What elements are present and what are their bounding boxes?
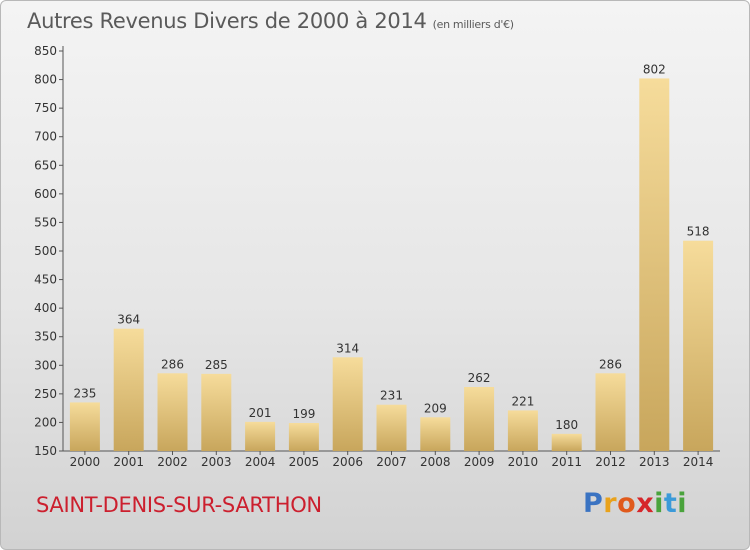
y-tick-label: 300 (34, 358, 57, 372)
bar-2006 (332, 357, 363, 451)
x-tick-label-2008: 2008 (420, 455, 451, 469)
proxiti-logo: Proxiti (583, 488, 688, 519)
bar-2007 (376, 404, 407, 451)
y-axis: 150 200 250 300 350 400 450 500 550 600 650 700 750 8… (34, 44, 64, 458)
x-tick-label-2012: 2012 (595, 455, 626, 469)
y-tick-label: 400 (34, 301, 57, 315)
chart-title-text: Autres Revenus Divers de 2000 à 2014 (27, 9, 427, 33)
data-label-2011: 180 (555, 418, 578, 432)
chart-unit: (en milliers d'€) (432, 18, 514, 31)
x-tick-label-2013: 2013 (639, 455, 670, 469)
x-tick-label-2007: 2007 (376, 455, 407, 469)
bar-2011 (551, 433, 582, 451)
y-tick-label: 800 (34, 73, 57, 87)
x-tick-label-2001: 2001 (113, 455, 144, 469)
y-tick-label: 650 (34, 158, 57, 172)
data-label-2005: 199 (292, 407, 315, 421)
x-tick-label-2010: 2010 (508, 455, 539, 469)
y-tick-label: 350 (34, 330, 57, 344)
bar-2014 (683, 240, 714, 451)
bar-2002 (157, 373, 188, 451)
y-tick-label: 750 (34, 101, 57, 115)
data-label-2001: 364 (117, 313, 140, 327)
bar-2004 (245, 421, 276, 451)
bar-2008 (420, 417, 451, 451)
chart-title: Autres Revenus Divers de 2000 à 2014 (en … (27, 9, 514, 33)
bar-2000 (69, 402, 100, 451)
data-label-2004: 201 (249, 406, 272, 420)
x-tick-label-2006: 2006 (332, 455, 363, 469)
bar-series (69, 78, 714, 451)
y-tick-label: 200 (34, 415, 57, 429)
y-tick-label: 250 (34, 387, 57, 401)
x-tick-label-2004: 2004 (245, 455, 276, 469)
bar-2010 (507, 410, 538, 451)
data-label-2012: 286 (599, 357, 622, 371)
x-tick-label-2000: 2000 (70, 455, 101, 469)
data-label-2002: 286 (161, 357, 184, 371)
bar-2012 (595, 373, 626, 451)
data-label-2007: 231 (380, 389, 403, 403)
bar-2009 (464, 387, 495, 451)
data-label-2013: 802 (643, 62, 666, 76)
y-tick-label: 150 (34, 444, 57, 458)
data-label-2008: 209 (424, 401, 447, 415)
bar-2003 (201, 373, 232, 451)
data-label-2006: 314 (336, 341, 359, 355)
data-label-2000: 235 (73, 386, 96, 400)
commune-name: SAINT-DENIS-SUR-SARTHON (36, 493, 322, 517)
x-axis: 2000 2001 2002 2003 2004 2005 2006 2007 2008 2009… (63, 450, 720, 469)
y-tick-label: 700 (34, 130, 57, 144)
y-tick-label: 550 (34, 215, 57, 229)
y-tick-label: 500 (34, 244, 57, 258)
x-tick-label-2002: 2002 (157, 455, 188, 469)
data-label-2009: 262 (468, 371, 491, 385)
y-tick-label: 450 (34, 273, 57, 287)
bar-2005 (288, 423, 319, 451)
data-labels: 235 364 286 285 201 199 314 231 209 262 221 180 286 8… (73, 62, 709, 431)
x-tick-label-2003: 2003 (201, 455, 232, 469)
bar-2001 (113, 328, 144, 451)
data-label-2014: 518 (687, 225, 710, 239)
data-label-2010: 221 (511, 394, 534, 408)
x-tick-label-2005: 2005 (289, 455, 320, 469)
bar-2013 (639, 78, 670, 451)
x-tick-label-2009: 2009 (464, 455, 495, 469)
data-label-2003: 285 (205, 358, 228, 372)
x-tick-label-2011: 2011 (551, 455, 582, 469)
y-tick-label: 600 (34, 187, 57, 201)
x-tick-label-2014: 2014 (683, 455, 714, 469)
y-tick-label: 850 (34, 44, 57, 58)
